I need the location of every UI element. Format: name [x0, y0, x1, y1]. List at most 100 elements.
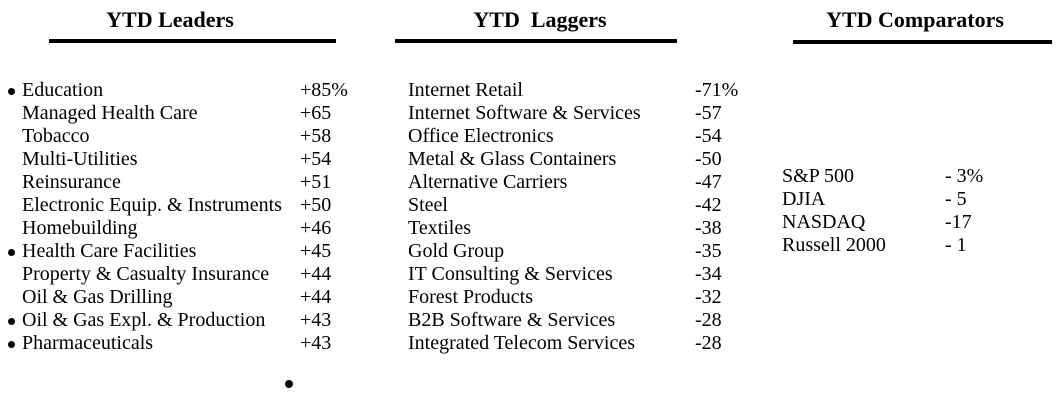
leaders-row: Multi-Utilities +54: [22, 148, 331, 171]
industry-label: Electronic Equip. & Instruments: [22, 194, 282, 216]
ytd-change-value: +58: [300, 125, 332, 147]
leaders-row: Electronic Equip. & Instruments +50: [22, 194, 331, 217]
portfolio-bullet-icon: [8, 318, 15, 325]
laggers-list: Internet Retail -71% Internet Software &…: [408, 79, 738, 355]
industry-label: IT Consulting & Services: [408, 263, 613, 285]
laggers-row: Forest Products -32: [408, 286, 722, 309]
footnote-bullet-icon: [285, 380, 293, 388]
industry-label: Internet Software & Services: [408, 102, 641, 124]
ytd-change-value: +44: [300, 286, 332, 308]
ytd-change-value: -28: [695, 332, 722, 354]
industry-label: Forest Products: [408, 286, 533, 308]
ytd-change-value: -35: [695, 240, 722, 262]
ytd-change-value: +54: [300, 148, 332, 170]
index-label: Russell 2000: [782, 234, 886, 256]
comparator-row: S&P 500 - 3%: [782, 165, 983, 188]
ytd-change-value: +65: [300, 102, 332, 124]
leaders-row: Oil & Gas Expl. & Production +43: [8, 309, 331, 332]
industry-label: Integrated Telecom Services: [408, 332, 636, 354]
laggers-row: Internet Software & Services -57: [408, 102, 722, 125]
ytd-change-value: - 3%: [945, 165, 984, 187]
comparator-row: DJIA - 5: [782, 188, 967, 211]
laggers-row: Office Electronics -54: [408, 125, 722, 148]
industry-label: Alternative Carriers: [408, 171, 568, 193]
ytd-change-value: +44: [300, 263, 332, 285]
ytd-change-value: -28: [695, 309, 722, 331]
footnote: Currently In Leuthold Equity Portfolio: [285, 372, 633, 395]
leaders-header: YTD Leaders: [106, 7, 234, 32]
comparators-list: S&P 500 - 3% DJIA - 5 NASDAQ -17 Russell…: [782, 165, 983, 257]
comparator-row: Russell 2000 - 1: [782, 234, 967, 257]
industry-label: Pharmaceuticals: [22, 332, 154, 354]
industry-label: Health Care Facilities: [22, 240, 197, 262]
industry-label: Textiles: [408, 217, 472, 239]
industry-label: Education: [22, 79, 104, 101]
laggers-underline: [395, 39, 677, 43]
leaders-row: Health Care Facilities +45: [8, 240, 331, 263]
industry-label: Multi-Utilities: [22, 148, 138, 170]
laggers-row: Integrated Telecom Services -28: [408, 332, 722, 355]
industry-label: Property & Casualty Insurance: [22, 263, 270, 285]
ytd-change-value: -57: [695, 102, 722, 124]
industry-label: Oil & Gas Expl. & Production: [22, 309, 266, 331]
laggers-row: Gold Group -35: [408, 240, 722, 263]
laggers-row: Alternative Carriers -47: [408, 171, 722, 194]
laggers-row: B2B Software & Services -28: [408, 309, 722, 332]
ytd-change-value: -38: [695, 217, 722, 239]
laggers-row: Internet Retail -71%: [408, 79, 738, 102]
industry-label: Gold Group: [408, 240, 505, 262]
industry-label: Steel: [408, 194, 448, 216]
ytd-change-value: +50: [300, 194, 332, 216]
industry-label: Internet Retail: [408, 79, 523, 101]
industry-label: Homebuilding: [22, 217, 138, 239]
ytd-change-value: +85%: [300, 79, 348, 101]
index-label: NASDAQ: [782, 211, 866, 233]
ytd-change-value: -71%: [695, 79, 739, 101]
laggers-row: IT Consulting & Services -34: [408, 263, 722, 286]
ytd-change-value: +51: [300, 171, 332, 193]
ytd-change-value: -17: [945, 211, 972, 233]
comparators-header: YTD Comparators: [826, 7, 1004, 32]
leaders-row: Pharmaceuticals +43: [8, 332, 331, 355]
leaders-row: Managed Health Care +65: [22, 102, 331, 125]
laggers-row: Metal & Glass Containers -50: [408, 148, 722, 171]
comparators-underline: [793, 40, 1052, 44]
portfolio-bullet-icon: [8, 341, 15, 348]
leaders-row: Education +85%: [8, 79, 348, 102]
leaders-row: Tobacco +58: [22, 125, 331, 148]
ytd-change-value: +43: [300, 309, 332, 331]
ytd-change-value: -32: [695, 286, 722, 308]
index-label: S&P 500: [782, 165, 855, 187]
laggers-row: Textiles -38: [408, 217, 722, 240]
laggers-row: Steel -42: [408, 194, 722, 217]
ytd-change-value: +46: [300, 217, 332, 239]
leaders-row: Reinsurance +51: [22, 171, 331, 194]
ytd-change-value: -34: [695, 263, 722, 285]
industry-label: Oil & Gas Drilling: [22, 286, 173, 308]
ytd-change-value: +45: [300, 240, 332, 262]
industry-label: Metal & Glass Containers: [408, 148, 617, 170]
ytd-change-value: -42: [695, 194, 722, 216]
industry-label: Office Electronics: [408, 125, 554, 147]
leaders-row: Oil & Gas Drilling +44: [22, 286, 331, 309]
ytd-change-value: - 1: [945, 234, 967, 256]
portfolio-bullet-icon: [8, 88, 15, 95]
leaders-row: Property & Casualty Insurance +44: [22, 263, 331, 286]
ytd-change-value: -47: [695, 171, 722, 193]
ytd-change-value: -50: [695, 148, 722, 170]
leaders-list: Education +85% Managed Health Care +65 T…: [8, 79, 348, 355]
leaders-underline: [49, 39, 336, 43]
ytd-change-value: - 5: [945, 188, 967, 210]
industry-label: Tobacco: [22, 125, 90, 147]
index-label: DJIA: [782, 188, 826, 210]
comparator-row: NASDAQ -17: [782, 211, 972, 234]
industry-label: Reinsurance: [22, 171, 121, 193]
industry-label: Managed Health Care: [22, 102, 198, 124]
industry-label: B2B Software & Services: [408, 309, 616, 331]
laggers-header: YTD Laggers: [473, 7, 607, 32]
portfolio-bullet-icon: [8, 249, 15, 256]
ytd-change-value: -54: [695, 125, 722, 147]
leaders-row: Homebuilding +46: [22, 217, 331, 240]
ytd-change-value: +43: [300, 332, 332, 354]
